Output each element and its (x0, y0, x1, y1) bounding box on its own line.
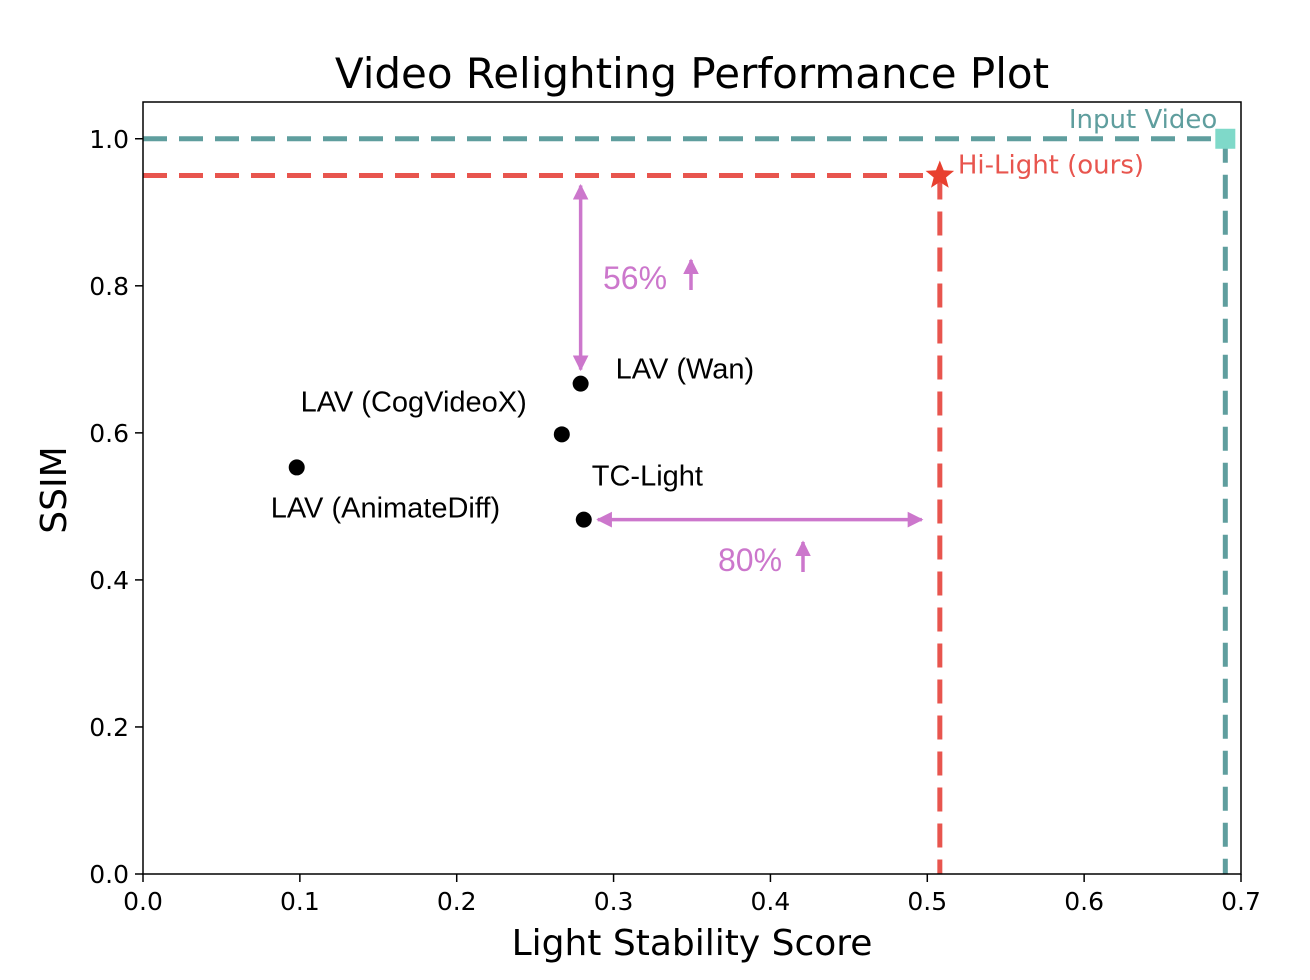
data-point (575, 511, 592, 528)
hi-light-star-marker (925, 160, 955, 188)
reference-markers: Input Video Hi-Light (ours) (925, 105, 1236, 188)
x-axis-label: Light Stability Score (512, 923, 873, 964)
y-tick-label: 0.0 (89, 860, 129, 889)
data-points: LAV (Wan) LAV (CogVideoX) LAV (AnimateDiff… (271, 354, 755, 528)
x-tick-label: 0.1 (280, 887, 320, 916)
x-tick-label: 0.2 (437, 887, 477, 916)
data-point-label: TC-Light (592, 461, 703, 493)
chart-title: Video Relighting Performance Plot (335, 49, 1049, 98)
y-tick-label: 0.4 (89, 566, 129, 595)
input-video-marker (1215, 128, 1236, 149)
data-point (288, 459, 305, 476)
x-tick-label: 0.3 (594, 887, 634, 916)
stability-improvement-label: 80% (718, 542, 782, 578)
hi-light-label: Hi-Light (ours) (958, 151, 1144, 181)
x-tick-label: 0.6 (1064, 887, 1104, 916)
y-axis-label: SSIM (34, 446, 75, 533)
x-tick-label: 0.4 (751, 887, 791, 916)
y-tick-label: 0.8 (89, 272, 129, 301)
ssim-improvement-label: 56% (603, 260, 667, 296)
annotation-arrows: 56% 80% (572, 183, 924, 578)
data-point-label: LAV (Wan) (616, 354, 755, 386)
data-point-label: LAV (AnimateDiff) (271, 492, 500, 524)
input-video-label: Input Video (1069, 105, 1217, 135)
y-tick-label: 1.0 (89, 125, 129, 154)
data-point (553, 426, 570, 443)
x-tick-label: 0.5 (907, 887, 947, 916)
x-axis-ticks: 0.0 0.1 0.2 0.3 0.4 0.5 0.6 0.7 (123, 874, 1261, 916)
reference-lines (143, 136, 1228, 874)
x-tick-label: 0.0 (123, 887, 163, 916)
data-point (572, 375, 589, 392)
y-tick-label: 0.6 (89, 419, 129, 448)
y-axis-ticks: 0.0 0.2 0.4 0.6 0.8 1.0 (89, 125, 143, 889)
plot-frame (142, 101, 1242, 875)
data-point-label: LAV (CogVideoX) (301, 386, 527, 418)
y-tick-label: 0.2 (89, 713, 129, 742)
x-tick-label: 0.7 (1221, 887, 1261, 916)
